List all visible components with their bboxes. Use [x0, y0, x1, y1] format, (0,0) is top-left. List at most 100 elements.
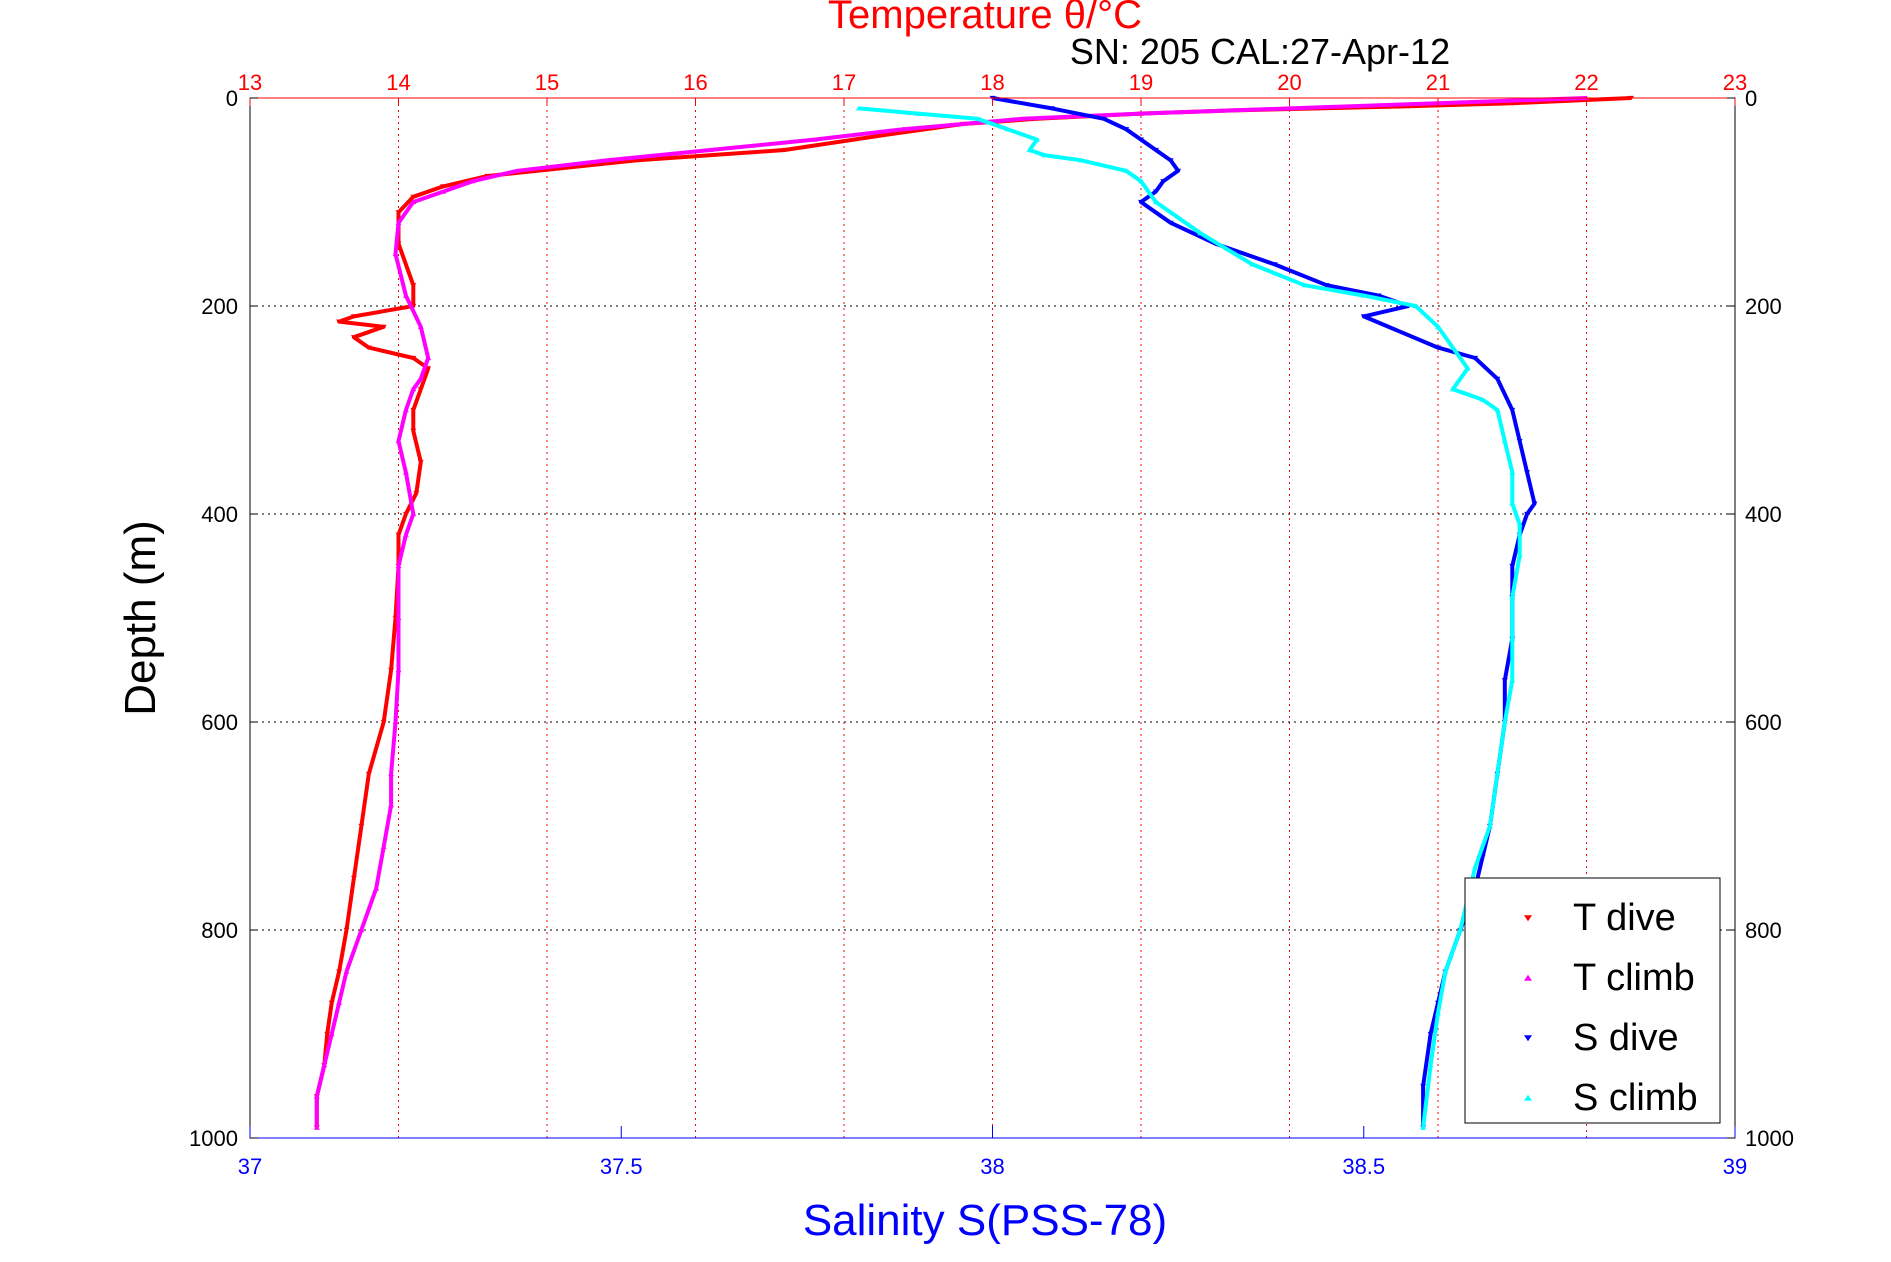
tick-label-depth-left: 200: [201, 294, 238, 319]
data-point: [1486, 823, 1493, 829]
data-point: [395, 615, 402, 621]
data-point: [413, 491, 420, 496]
data-point: [885, 132, 892, 137]
data-point: [1516, 522, 1523, 527]
legend-marker: [1524, 1094, 1532, 1101]
data-point: [1019, 116, 1026, 121]
data-point: [410, 428, 417, 434]
data-point: [915, 111, 922, 116]
tick-label-depth-left: 0: [226, 86, 238, 111]
tick-label-temp: 15: [535, 70, 559, 95]
data-point: [1175, 168, 1182, 174]
tick-label-depth-right: 800: [1745, 918, 1782, 943]
top-axis-title: Temperature θ/°C: [828, 0, 1142, 37]
legend-label: S climb: [1573, 1077, 1698, 1119]
legend-marker: [1524, 915, 1532, 922]
data-point: [1435, 345, 1441, 350]
tick-label-temp: 22: [1574, 70, 1598, 95]
data-point: [358, 927, 365, 933]
data-point: [395, 220, 402, 225]
data-point: [1494, 376, 1501, 382]
data-point: [343, 927, 350, 933]
data-point: [395, 532, 402, 538]
data-point: [395, 210, 402, 215]
data-point: [395, 438, 402, 444]
data-point: [380, 844, 387, 849]
legend-box: [1464, 877, 1721, 1124]
data-point: [388, 771, 395, 777]
data-point: [1531, 501, 1538, 506]
tick-label-salinity: 38: [980, 1154, 1004, 1179]
legend-label: T climb: [1573, 957, 1695, 999]
data-point: [1442, 969, 1449, 974]
tick-label-depth-left: 400: [201, 502, 238, 527]
data-point: [350, 314, 357, 319]
data-point: [1427, 1062, 1434, 1068]
data-point: [1323, 283, 1330, 288]
data-point: [425, 355, 432, 361]
data-point: [1420, 1125, 1427, 1130]
data-point: [321, 1062, 328, 1068]
tick-label-depth-left: 800: [201, 918, 238, 943]
data-point: [1286, 106, 1293, 111]
data-point: [1479, 397, 1486, 402]
data-point: [410, 511, 417, 517]
data-point: [402, 532, 409, 537]
data-point: [402, 407, 409, 413]
series-layer: [313, 95, 1635, 1130]
data-point: [402, 470, 409, 475]
data-point: [1509, 501, 1516, 506]
data-point: [350, 875, 357, 881]
data-point: [358, 823, 365, 829]
data-point: [1494, 771, 1501, 777]
data-point: [417, 324, 424, 329]
tick-label-salinity: 37.5: [600, 1154, 643, 1179]
data-point: [440, 189, 447, 194]
data-point: [1449, 345, 1456, 350]
data-point: [380, 719, 387, 725]
legend-marker: [1524, 974, 1532, 981]
data-point: [328, 1000, 335, 1006]
data-point: [1167, 220, 1174, 226]
data-point: [1524, 511, 1531, 517]
data-point: [781, 147, 788, 153]
data-point: [1138, 178, 1144, 184]
data-point: [1472, 355, 1479, 361]
data-point: [1435, 324, 1441, 329]
data-point: [1048, 106, 1055, 111]
data-point: [365, 771, 372, 777]
data-point: [410, 199, 417, 205]
data-point: [324, 1031, 331, 1037]
data-point: [900, 126, 907, 132]
data-point: [328, 1031, 335, 1037]
legend-label: S dive: [1573, 1017, 1679, 1059]
series-t-climb: [313, 95, 1590, 1130]
data-point: [1509, 636, 1516, 641]
data-point: [1152, 147, 1159, 153]
tick-label-temp: 20: [1277, 70, 1301, 95]
tick-label-temp: 13: [238, 70, 262, 95]
data-point: [313, 1125, 320, 1130]
data-point: [395, 667, 402, 673]
y-axis-label: Depth (m): [116, 520, 165, 716]
data-point: [1457, 927, 1464, 933]
legend: T dive T climb S dive S climb: [1464, 877, 1721, 1124]
data-point: [336, 319, 343, 324]
data-point: [1501, 438, 1508, 444]
data-point: [1249, 262, 1256, 267]
tick-label-temp: 19: [1129, 70, 1153, 95]
data-point: [1509, 563, 1516, 569]
data-point: [402, 293, 409, 298]
bottom-axis-title: Salinity S(PSS-78): [803, 1196, 1167, 1245]
data-point: [1197, 230, 1204, 236]
data-point: [1375, 293, 1382, 298]
data-point: [1271, 262, 1278, 267]
data-point: [410, 283, 417, 288]
data-point: [388, 802, 395, 808]
data-point: [350, 335, 357, 340]
data-point: [1301, 282, 1308, 288]
data-point: [1152, 199, 1159, 205]
tick-label-depth-left: 1000: [189, 1126, 238, 1151]
tick-label-depth-right: 600: [1745, 710, 1782, 735]
data-point: [1501, 678, 1508, 683]
